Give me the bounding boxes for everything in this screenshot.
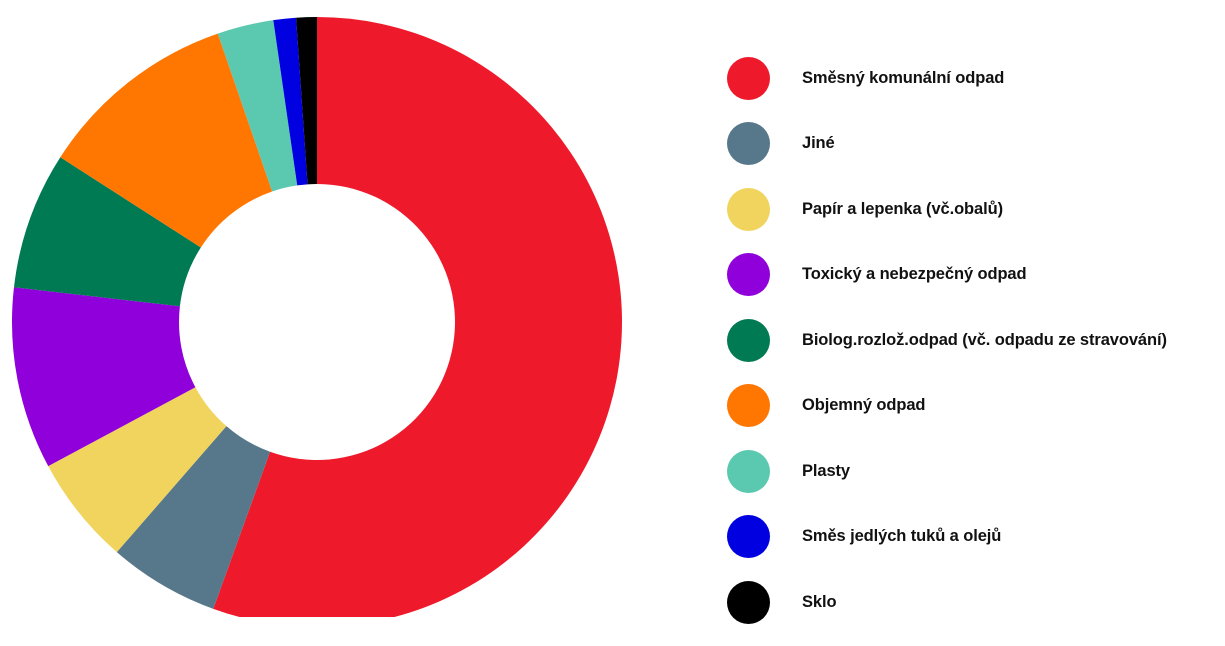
legend-item: Toxický a nebezpečný odpad [727, 253, 1167, 297]
legend-item: Jiné [727, 122, 1167, 166]
donut-slice-4 [11, 287, 196, 467]
legend-item: Sklo [727, 580, 1167, 624]
donut-chart-svg [11, 17, 622, 617]
legend-item: Biolog.rozlož.odpad (vč. odpadu ze strav… [727, 318, 1167, 362]
legend-swatch [727, 122, 770, 165]
chart-legend: Směsný komunální odpad Jiné Papír a lepenk… [727, 56, 1167, 646]
donut-chart [0, 0, 640, 617]
legend-item: Objemný odpad [727, 384, 1167, 428]
legend-item: Papír a lepenka (vč.obalů) [727, 187, 1167, 231]
legend-label: Papír a lepenka (vč.obalů) [802, 199, 1003, 218]
donut-slice-1 [213, 17, 622, 617]
donut-slice-8 [273, 17, 308, 186]
legend-label: Jiné [802, 134, 835, 152]
legend-label: Plasty [802, 461, 851, 480]
legend-label: Biolog.rozlož.odpad (vč. odpadu ze strav… [802, 330, 1167, 349]
donut-slice-5 [13, 157, 201, 307]
legend-swatch [727, 253, 770, 296]
legend-swatch [727, 187, 770, 231]
legend-swatch [727, 56, 770, 100]
legend-swatch [727, 515, 770, 558]
legend-swatch [727, 318, 770, 362]
donut-slice-3 [48, 387, 227, 553]
legend-item: Plasty [727, 449, 1167, 493]
legend-label: Směsný komunální odpad [802, 68, 1005, 87]
legend-item: Směsný komunální odpad [727, 56, 1167, 100]
legend-label: Sklo [802, 592, 837, 611]
donut-slice-7 [217, 20, 298, 192]
legend-item: Směs jedlých tuků a olejů [727, 515, 1167, 559]
legend-label: Objemný odpad [802, 396, 926, 414]
legend-swatch [727, 449, 770, 493]
donut-slice-2 [116, 426, 271, 609]
donut-slice-6 [60, 33, 273, 248]
legend-swatch [727, 580, 770, 624]
legend-label: Toxický a nebezpečný odpad [802, 265, 1027, 283]
donut-slice-9 [296, 17, 317, 185]
legend-label: Směs jedlých tuků a olejů [802, 527, 1002, 545]
legend-swatch [727, 384, 770, 427]
